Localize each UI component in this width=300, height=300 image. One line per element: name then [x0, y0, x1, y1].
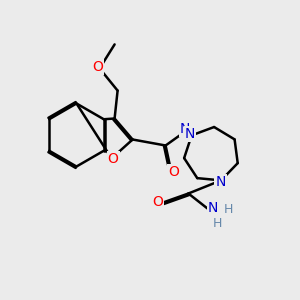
Text: N: N [185, 127, 195, 141]
Text: O: O [169, 165, 179, 179]
Text: N: N [215, 175, 226, 189]
Text: O: O [108, 152, 118, 166]
Text: O: O [92, 60, 103, 74]
Text: H: H [213, 217, 223, 230]
Text: O: O [152, 195, 163, 209]
Text: N: N [208, 201, 218, 214]
Text: N: N [180, 122, 190, 136]
Text: H: H [223, 203, 233, 216]
